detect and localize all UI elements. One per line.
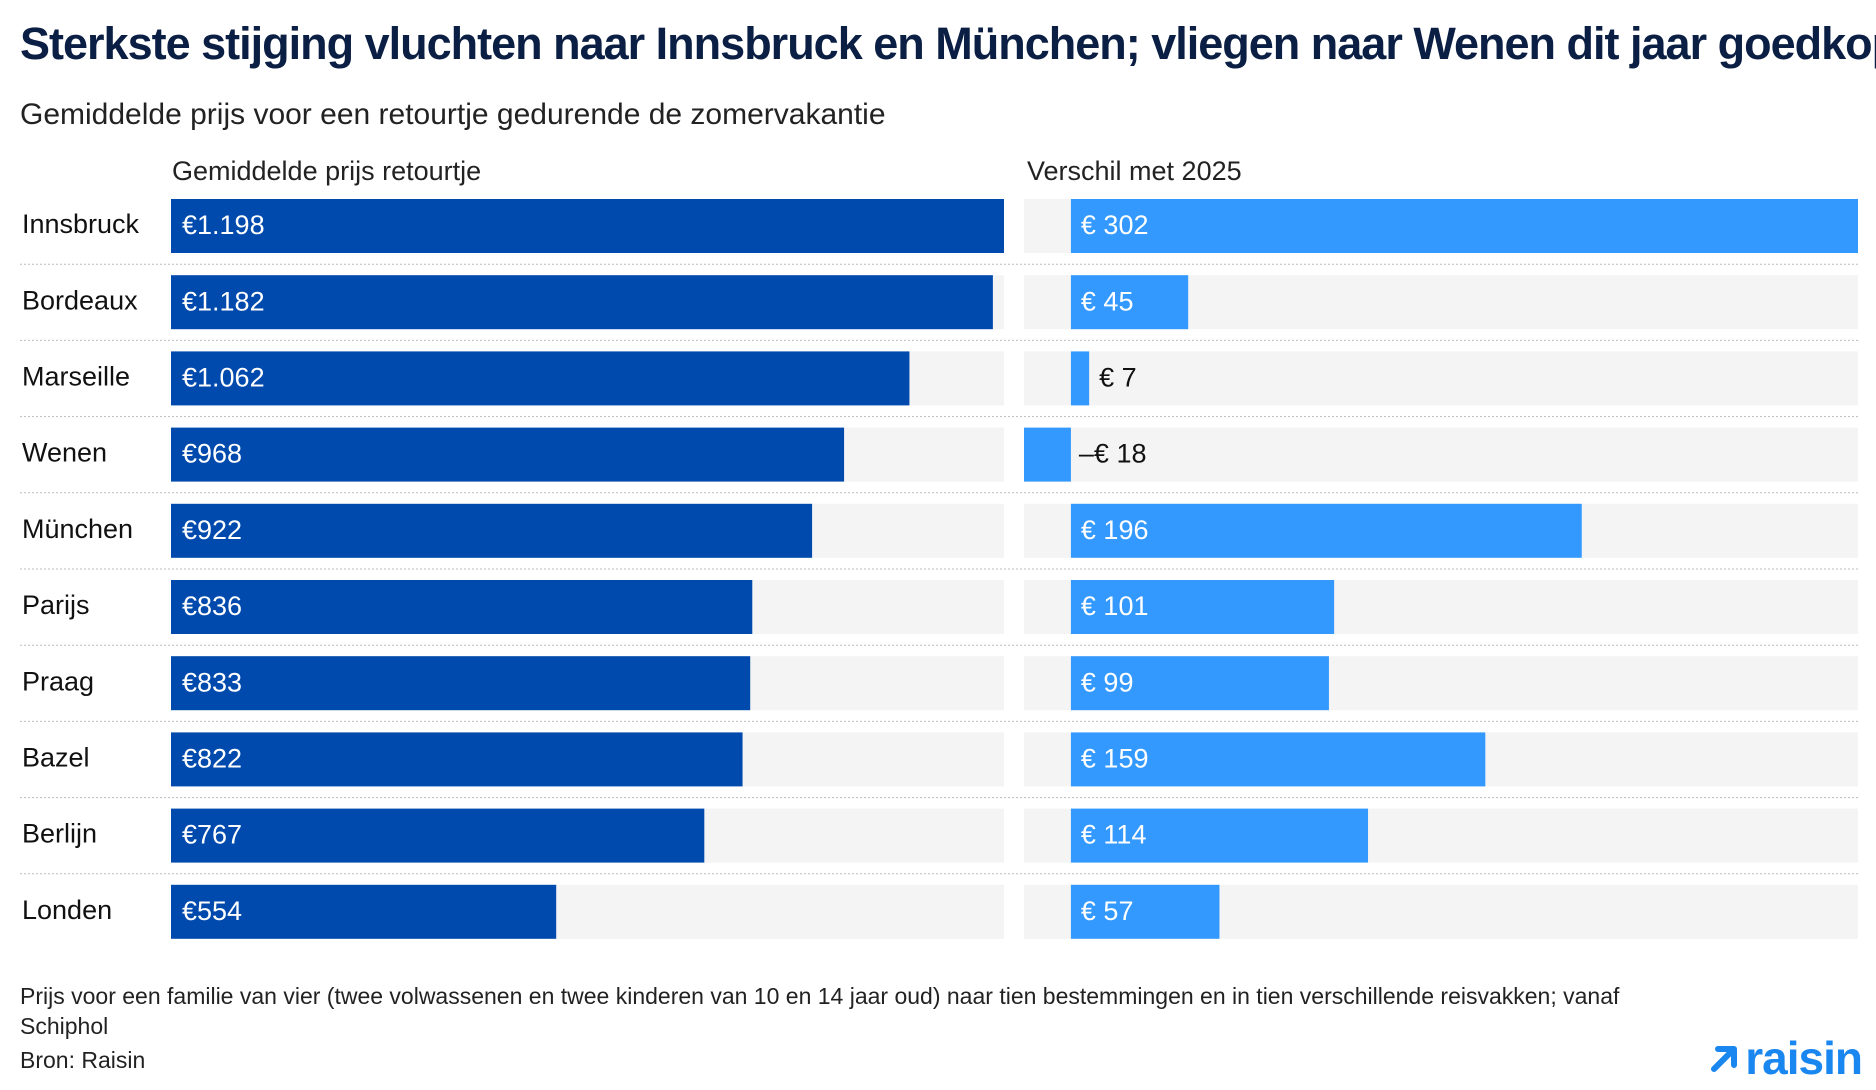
price-value-label: €833: [182, 667, 242, 697]
price-bar: [171, 884, 557, 939]
footnote: Prijs voor een familie van vier (twee vo…: [20, 983, 1620, 1039]
diff-bar-track: [1024, 427, 1858, 482]
category-label: Bordeaux: [22, 285, 138, 315]
category-label: Bazel: [22, 743, 90, 773]
source-note: Bron: Raisin: [20, 1047, 146, 1073]
category-label: Wenen: [22, 438, 107, 468]
diff-bar: [1070, 351, 1090, 406]
category-label: München: [22, 514, 133, 544]
price-bar: [171, 656, 751, 711]
price-value-label: €1.198: [182, 210, 265, 240]
diff-bar: [1024, 427, 1071, 482]
price-bar: [171, 351, 910, 406]
raisin-logo: raisin: [1709, 1032, 1863, 1084]
diff-value-label: € 159: [1081, 744, 1149, 774]
price-value-label: €968: [182, 439, 242, 469]
diff-bar: [1070, 503, 1582, 558]
price-bar: [171, 732, 743, 787]
diff-column-header: Verschil met 2025: [1027, 156, 1242, 186]
price-bar: [171, 580, 753, 634]
logo-text: raisin: [1745, 1032, 1863, 1084]
diff-value-label: € 302: [1081, 210, 1149, 240]
arrow-icon: [1711, 1046, 1738, 1072]
diff-bar: [1070, 884, 1220, 939]
category-label: Londen: [22, 895, 112, 925]
diff-bar-track: [1024, 351, 1858, 406]
chart-subtitle: Gemiddelde prijs voor een retourtje gedu…: [20, 98, 886, 131]
diff-value-label: € 196: [1081, 515, 1149, 545]
category-label: Innsbruck: [22, 209, 140, 239]
price-value-label: €767: [182, 820, 242, 850]
diff-value-label: € 7: [1099, 363, 1137, 393]
price-value-label: €554: [182, 896, 242, 926]
category-label: Parijs: [22, 590, 90, 620]
diff-value-label: € 99: [1081, 667, 1134, 697]
diff-bar: [1070, 656, 1329, 711]
price-value-label: €922: [182, 515, 242, 545]
price-value-label: €1.182: [182, 286, 265, 316]
price-bar: [171, 275, 993, 330]
price-bar: [171, 199, 1004, 253]
price-value-label: €1.062: [182, 363, 265, 393]
diff-bar: [1070, 732, 1486, 787]
chart-title: Sterkste stijging vluchten naar Innsbruc…: [20, 18, 1876, 69]
price-bar: [171, 808, 705, 863]
diff-value-label: € 57: [1081, 896, 1134, 926]
category-label: Berlijn: [22, 819, 97, 849]
category-label: Praag: [22, 666, 94, 696]
price-column-header: Gemiddelde prijs retourtje: [172, 156, 482, 186]
diff-value-label: € 114: [1081, 820, 1147, 850]
diff-value-label: –€ 18: [1079, 439, 1147, 469]
diff-value-label: € 45: [1081, 286, 1134, 316]
category-label: Marseille: [22, 362, 130, 392]
diff-bar: [1070, 580, 1335, 634]
diff-bar: [1070, 199, 1858, 253]
bar-chart: Innsbruck €1.198 € 302 Bordeaux €1.182 € 45 Ma…: [20, 199, 1858, 939]
diff-value-label: € 101: [1081, 591, 1149, 621]
diff-bar: [1070, 808, 1369, 863]
price-bar: [171, 427, 845, 482]
price-value-label: €822: [182, 744, 242, 774]
diff-bar: [1070, 275, 1189, 330]
price-value-label: €836: [182, 591, 242, 621]
price-bar: [171, 503, 813, 558]
